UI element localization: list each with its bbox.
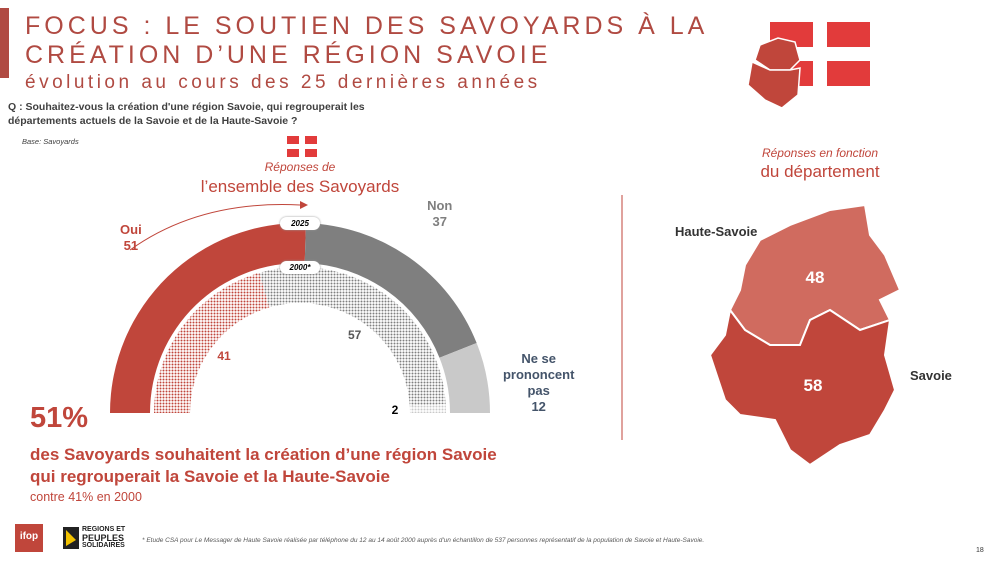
chart-title: du département bbox=[760, 162, 880, 181]
base: Base: Savoyards bbox=[22, 137, 79, 146]
region bbox=[708, 307, 897, 467]
region-name: Savoie bbox=[910, 368, 952, 383]
title-line: FOCUS : LE SOUTIEN DES SAVOYARDS À LA bbox=[25, 12, 709, 40]
question: Q : Souhaitez-vous la création d'une rég… bbox=[8, 101, 365, 127]
small-flag bbox=[287, 136, 317, 157]
arc-segment bbox=[154, 272, 270, 413]
ifop-text: ifop bbox=[19, 531, 39, 542]
series-badge: 2025 bbox=[280, 217, 320, 230]
accent-bar bbox=[0, 8, 9, 78]
category-label: Ne se prononcent pas 12 bbox=[494, 351, 584, 415]
arrow-head bbox=[300, 201, 308, 209]
value-label: 41 bbox=[217, 348, 231, 363]
arc-segment bbox=[439, 343, 490, 413]
category-label: Oui 51 bbox=[86, 222, 176, 254]
region-name: Haute-Savoie bbox=[675, 224, 758, 239]
page-number: 18 bbox=[976, 547, 984, 554]
arc-segment bbox=[110, 222, 306, 413]
arc-segment bbox=[259, 267, 446, 407]
category-name: Non bbox=[427, 198, 453, 214]
arc-segment bbox=[304, 223, 477, 358]
footnote: * Etude CSA pour Le Messager de Haute Sa… bbox=[142, 537, 705, 544]
ifop-logo bbox=[15, 524, 43, 552]
value-label: 12 bbox=[531, 399, 546, 415]
value-label: 48 bbox=[805, 268, 825, 287]
value-label: 51 bbox=[123, 238, 139, 254]
title-line: CRÉATION D’UNE RÉGION SAVOIE bbox=[25, 41, 552, 69]
trend-arrow bbox=[129, 204, 301, 251]
chart-title: l’ensemble des Savoyards bbox=[200, 177, 400, 196]
map-icon bbox=[747, 37, 801, 109]
partner-text: REGIONS ET PEUPLES SOLIDAIRES bbox=[82, 526, 125, 550]
partner-line: SOLIDAIRES bbox=[82, 542, 125, 549]
value-label: 2 bbox=[391, 403, 399, 418]
series-badge: 2000* bbox=[280, 261, 320, 274]
partner-line: PEUPLES bbox=[82, 533, 125, 543]
partner-line: REGIONS ET bbox=[82, 526, 126, 533]
category-name: Ne se prononcent pas bbox=[502, 351, 575, 399]
statement-line: qui regrouperait la Savoie et la Haute-S… bbox=[30, 467, 390, 486]
value-label: 37 bbox=[432, 214, 447, 230]
title: FOCUS : LE SOUTIEN DES SAVOYARDS À LA CR… bbox=[25, 12, 708, 70]
statement: des Savoyards souhaitent la création d’u… bbox=[30, 444, 497, 488]
comparison: contre 41% en 2000 bbox=[30, 490, 142, 504]
statement-line: des Savoyards souhaitent la création d’u… bbox=[30, 445, 497, 464]
arc-segment bbox=[409, 403, 446, 413]
value-label: 57 bbox=[347, 328, 362, 343]
value-label: 58 bbox=[803, 376, 823, 395]
chart-subtitle: Réponses en fonction bbox=[761, 146, 879, 160]
chart-subtitle: Réponses de bbox=[264, 160, 336, 174]
subtitle: évolution au cours des 25 dernières anné… bbox=[25, 72, 541, 93]
category-label: Non 37 bbox=[395, 198, 485, 230]
category-name: Oui bbox=[120, 222, 142, 238]
partner-logo-mark bbox=[66, 530, 76, 546]
headline: 51% bbox=[30, 402, 89, 434]
